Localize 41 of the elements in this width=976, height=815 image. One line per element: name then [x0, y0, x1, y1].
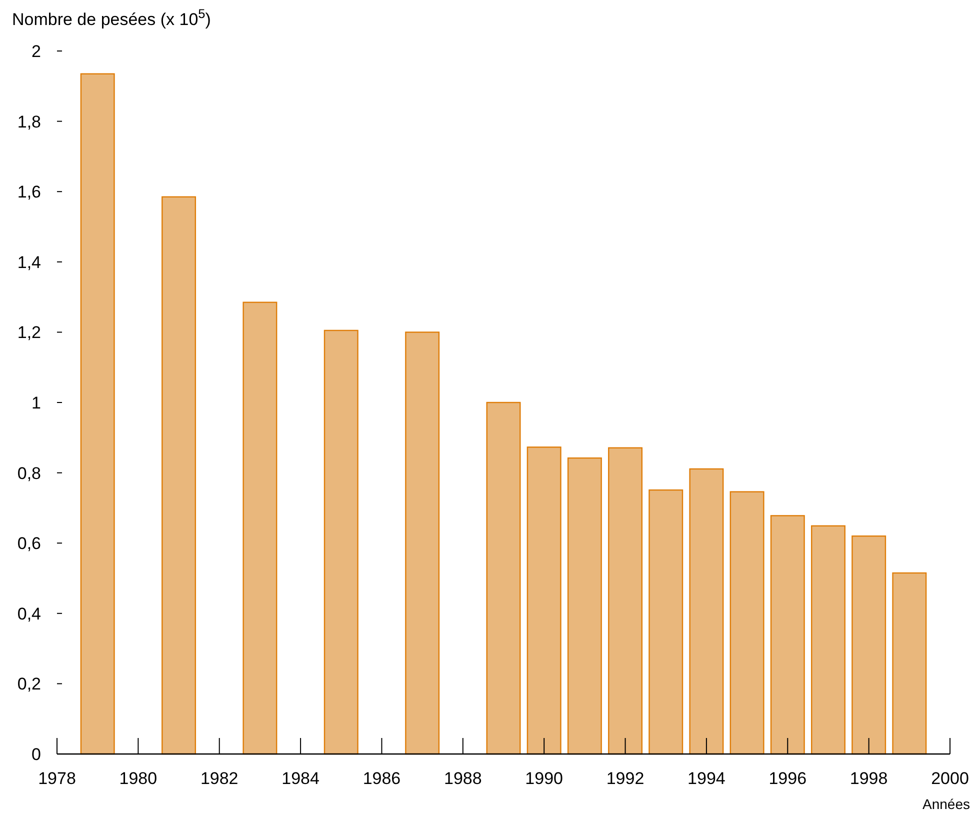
x-tick-label: 1984 — [282, 769, 320, 788]
x-tick-label: 1998 — [850, 769, 888, 788]
bar — [567, 457, 602, 755]
x-tick-label: 2000 — [931, 769, 969, 788]
y-tick-label: 1,2 — [17, 323, 41, 342]
x-tick-label: 1980 — [119, 769, 158, 788]
bar — [608, 447, 643, 755]
bar — [852, 535, 886, 755]
x-tick-label: 1978 — [38, 769, 76, 788]
bar — [892, 572, 927, 755]
y-tick-label: 0,4 — [17, 604, 41, 624]
bar — [730, 491, 764, 755]
y-tick-label: 0 — [32, 745, 41, 764]
bar — [80, 73, 115, 755]
y-tick-label: 0,8 — [17, 464, 41, 483]
x-tick-label: 1986 — [362, 769, 401, 788]
y-axis-title: Nombre de pesées (x 10$^{5}$) — [12, 6, 211, 29]
bar — [324, 330, 358, 755]
x-tick-label: 1996 — [768, 769, 807, 788]
bar — [486, 402, 521, 755]
y-tick-label: 0,2 — [17, 674, 41, 694]
bar — [242, 302, 278, 755]
bar — [405, 332, 440, 755]
x-axis-title: Années — [922, 796, 970, 812]
bar — [648, 489, 684, 755]
y-tick-label: 1,6 — [17, 182, 41, 202]
x-tick-label: 1982 — [200, 769, 238, 788]
bar — [810, 525, 846, 755]
y-tick-label: 0,6 — [17, 534, 41, 554]
y-tick-label: 1,4 — [17, 252, 41, 272]
x-tick-label: 1992 — [606, 769, 644, 788]
bar — [689, 468, 724, 755]
y-tick-label: 1 — [32, 394, 41, 412]
y-tick-label: 2 — [32, 42, 41, 61]
bar — [770, 515, 805, 755]
y-tick-label: 1,8 — [17, 112, 41, 132]
bar — [526, 446, 562, 755]
x-tick-label: 1994 — [688, 769, 726, 788]
bar — [162, 196, 196, 755]
x-tick-label: 1988 — [444, 769, 482, 788]
x-tick-label: 1990 — [525, 769, 564, 788]
